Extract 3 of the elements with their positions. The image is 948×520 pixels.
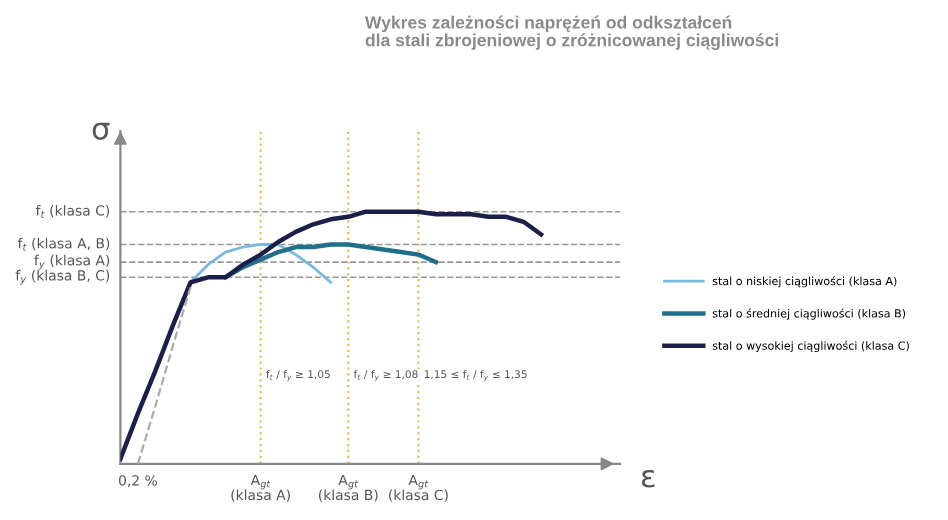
chart-title: Wykres zależności naprężeń od odkształceń dla stali zbrojeniowej o zróżnicowanej ciągliwości [365, 15, 778, 50]
x-axis-title: ε [641, 469, 655, 488]
y-axis-title: σ [92, 122, 110, 140]
